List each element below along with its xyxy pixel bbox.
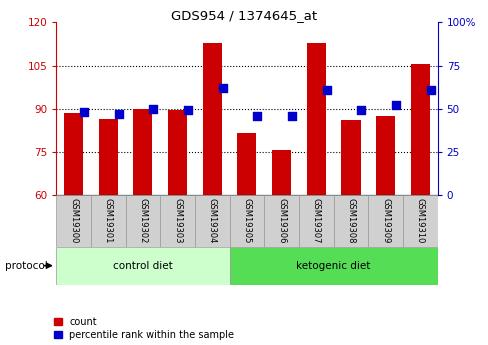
Bar (203, 42, 222, 195)
Point (426, 87, 434, 92)
Text: GSM19301: GSM19301 (103, 198, 113, 244)
Bar (271, 150, 290, 195)
Text: GSM19310: GSM19310 (415, 198, 424, 244)
Text: GDS954 / 1374645_at: GDS954 / 1374645_at (171, 9, 317, 22)
Legend: count, percentile rank within the sample: count, percentile rank within the sample (54, 317, 234, 340)
Bar (367, 195, 402, 247)
Text: GSM19306: GSM19306 (277, 198, 285, 244)
Bar (402, 195, 437, 247)
Bar (341, 120, 360, 195)
Bar (56, 247, 229, 285)
Text: GSM19300: GSM19300 (69, 198, 78, 244)
Bar (333, 195, 367, 247)
Bar (229, 195, 264, 247)
Text: GSM19307: GSM19307 (311, 198, 320, 244)
Bar (410, 64, 429, 195)
Text: GSM19303: GSM19303 (173, 198, 182, 244)
Text: GSM19304: GSM19304 (207, 198, 216, 244)
Bar (160, 195, 195, 247)
Point (149, 106, 157, 111)
Point (183, 108, 191, 113)
Bar (91, 195, 125, 247)
Bar (237, 133, 256, 195)
Bar (375, 116, 394, 195)
Point (218, 85, 226, 91)
Text: GSM19308: GSM19308 (346, 198, 355, 244)
Point (80, 109, 88, 115)
Bar (229, 247, 437, 285)
Bar (125, 195, 160, 247)
Point (115, 111, 122, 117)
Bar (264, 195, 298, 247)
Bar (195, 195, 229, 247)
Point (287, 113, 295, 118)
Point (322, 87, 330, 92)
Bar (306, 42, 325, 195)
Bar (99, 119, 118, 195)
Point (357, 108, 365, 113)
Text: control diet: control diet (113, 261, 172, 270)
Bar (56, 195, 91, 247)
Text: GSM19309: GSM19309 (380, 198, 389, 244)
Bar (298, 195, 333, 247)
Text: GSM19302: GSM19302 (138, 198, 147, 244)
Bar (168, 110, 187, 195)
Point (253, 113, 261, 118)
Bar (133, 109, 152, 195)
Text: ketogenic diet: ketogenic diet (296, 261, 370, 270)
Text: protocol: protocol (5, 261, 47, 270)
Text: GSM19305: GSM19305 (242, 198, 251, 244)
Bar (64, 113, 83, 195)
Point (391, 102, 399, 108)
